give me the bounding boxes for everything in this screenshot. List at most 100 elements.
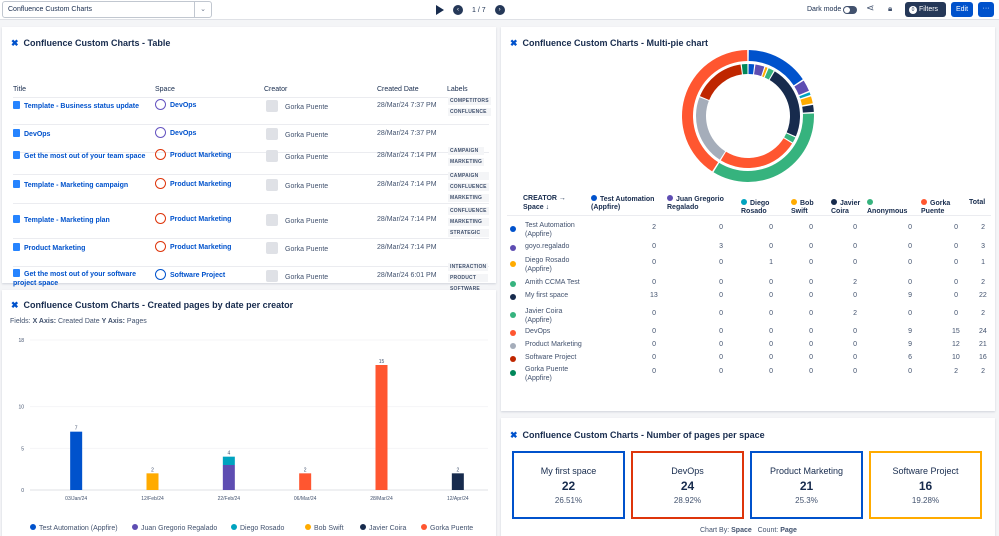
row-space-name[interactable]: Product Marketing bbox=[525, 341, 582, 348]
space-stat-card[interactable]: My first space 22 26.51% bbox=[512, 451, 625, 519]
row-title-link[interactable]: Template - Marketing campaign bbox=[13, 180, 148, 190]
share-icon[interactable]: ⋖ bbox=[866, 3, 875, 14]
row-space-link[interactable]: Product Marketing bbox=[155, 213, 231, 224]
row-creator[interactable]: Gorka Puente bbox=[266, 242, 328, 254]
row-title-link[interactable]: DevOps bbox=[13, 129, 148, 139]
label-badge[interactable]: CAMPAIGN bbox=[448, 147, 485, 155]
row-space-link[interactable]: Product Marketing bbox=[155, 149, 231, 160]
edit-button[interactable]: Edit bbox=[951, 2, 973, 17]
row-space-name[interactable]: My first space bbox=[525, 292, 569, 299]
pie-slice[interactable] bbox=[720, 138, 793, 168]
bar-segment[interactable] bbox=[451, 473, 464, 490]
row-title-link[interactable]: Template - Business status update bbox=[13, 101, 148, 111]
pie-slice[interactable] bbox=[696, 97, 726, 160]
pie-slice[interactable] bbox=[682, 50, 748, 172]
label-badge[interactable]: STRATEGIC bbox=[448, 229, 489, 237]
pie-slice[interactable] bbox=[799, 92, 811, 99]
row-space-name[interactable]: Test Automation (Appfire) bbox=[525, 222, 575, 238]
col-header-labels[interactable]: Labels bbox=[447, 86, 468, 93]
column-header[interactable]: Juan Gregorio Regalado bbox=[667, 195, 729, 212]
pie-slice[interactable] bbox=[699, 64, 742, 100]
row-space-name[interactable]: DevOps bbox=[525, 328, 551, 335]
label-badge[interactable]: MARKETING bbox=[448, 218, 489, 226]
filters-button[interactable]: 0 Filters bbox=[905, 2, 946, 17]
bar-segment[interactable] bbox=[299, 473, 312, 490]
column-header[interactable]: Bob Swift bbox=[791, 199, 831, 216]
pie-slice[interactable] bbox=[741, 64, 748, 75]
label-badge[interactable]: CAMPAIGN bbox=[448, 172, 489, 180]
row-space-name[interactable]: Amith CCMA Test bbox=[525, 279, 580, 286]
col-header-created-date[interactable]: Created Date bbox=[377, 86, 419, 93]
space-stat-card[interactable]: Product Marketing 21 25.3% bbox=[750, 451, 863, 519]
row-space-link[interactable]: DevOps bbox=[155, 127, 196, 138]
row-creator[interactable]: Gorka Puente bbox=[266, 179, 328, 191]
col-header-title[interactable]: Title bbox=[13, 86, 26, 93]
legend-item[interactable]: Gorka Puente bbox=[430, 525, 473, 532]
bar-segment[interactable] bbox=[375, 365, 388, 490]
pie-slice[interactable] bbox=[748, 64, 755, 75]
legend-item[interactable]: Diego Rosado bbox=[240, 525, 284, 532]
chevron-down-icon[interactable]: ⌄ bbox=[194, 2, 211, 17]
header-space[interactable]: Space ↓ bbox=[523, 204, 550, 211]
more-button[interactable]: ··· bbox=[978, 2, 994, 17]
row-space-link[interactable]: DevOps bbox=[155, 99, 196, 110]
label-badge[interactable]: CONFLUENCE bbox=[448, 183, 489, 191]
column-header[interactable]: Total bbox=[969, 199, 999, 207]
row-space-name[interactable]: goyo.regalado bbox=[525, 243, 570, 250]
row-space-name[interactable]: Diego Rosado (Appfire) bbox=[525, 257, 570, 273]
row-space-link[interactable]: Product Marketing bbox=[155, 178, 231, 189]
space-stat-card[interactable]: DevOps 24 28.92% bbox=[631, 451, 744, 519]
bar-segment[interactable] bbox=[222, 456, 235, 465]
pie-slice[interactable] bbox=[769, 71, 800, 137]
label-badge[interactable]: MARKETING bbox=[448, 194, 489, 202]
column-header[interactable]: Diego Rosado bbox=[741, 199, 781, 216]
lock-icon[interactable]: 🔒︎ bbox=[888, 4, 893, 13]
pie-slice[interactable] bbox=[748, 50, 803, 86]
pie-slice[interactable] bbox=[802, 104, 814, 113]
row-creator[interactable]: Gorka Puente bbox=[266, 100, 328, 112]
play-icon[interactable] bbox=[436, 5, 444, 15]
row-title-link[interactable]: Product Marketing bbox=[13, 243, 148, 253]
row-space-name[interactable]: Javier Coira (Appfire) bbox=[525, 308, 563, 324]
bar-segment[interactable] bbox=[222, 465, 235, 490]
col-header-creator[interactable]: Creator bbox=[264, 86, 288, 93]
pie-slice[interactable] bbox=[754, 64, 765, 77]
pie-slice[interactable] bbox=[713, 113, 814, 182]
row-creator[interactable]: Gorka Puente bbox=[266, 150, 328, 162]
pie-slice[interactable] bbox=[800, 96, 813, 106]
row-title-link[interactable]: Template - Marketing plan bbox=[13, 215, 148, 225]
label-badge[interactable]: CONFLUENCE bbox=[448, 108, 491, 116]
pie-slice[interactable] bbox=[794, 80, 809, 95]
legend-item[interactable]: Test Automation (Appfire) bbox=[39, 525, 118, 532]
prev-page-icon[interactable]: ‹ bbox=[453, 5, 463, 15]
row-title-link[interactable]: Get the most out of your team space bbox=[13, 151, 148, 161]
row-title-link[interactable]: Get the most out of your software projec… bbox=[13, 269, 148, 288]
column-header[interactable]: Javier Coira bbox=[831, 199, 871, 216]
label-badge[interactable]: SOFTWARE bbox=[448, 285, 489, 293]
row-space-link[interactable]: Product Marketing bbox=[155, 241, 231, 252]
next-page-icon[interactable]: › bbox=[494, 5, 505, 15]
label-badge[interactable]: MARKETING bbox=[448, 158, 485, 166]
row-creator[interactable]: Gorka Puente bbox=[266, 270, 328, 282]
col-header-space[interactable]: Space bbox=[155, 86, 175, 93]
dashboard-select[interactable]: Confluence Custom Charts ⌄ bbox=[2, 1, 212, 18]
column-header[interactable]: Test Automation (Appfire) bbox=[591, 195, 659, 212]
bar-segment[interactable] bbox=[70, 431, 83, 490]
legend-item[interactable]: Javier Coira bbox=[369, 525, 406, 532]
label-badge[interactable]: COMPETITORS bbox=[448, 97, 491, 105]
legend-item[interactable]: Bob Swift bbox=[314, 525, 344, 532]
column-header[interactable]: Gorka Puente bbox=[921, 199, 961, 216]
row-creator[interactable]: Gorka Puente bbox=[266, 128, 328, 140]
row-creator[interactable]: Gorka Puente bbox=[266, 214, 328, 226]
row-space-name[interactable]: Software Project bbox=[525, 354, 577, 361]
label-badge[interactable]: CONFLUENCE bbox=[448, 207, 489, 215]
pie-slice[interactable] bbox=[784, 133, 796, 143]
label-badge[interactable]: INTERACTION bbox=[448, 263, 489, 271]
legend-item[interactable]: Juan Gregorio Regalado bbox=[141, 525, 217, 532]
row-space-name[interactable]: Gorka Puente (Appfire) bbox=[525, 366, 569, 382]
label-badge[interactable]: PRODUCT bbox=[448, 274, 489, 282]
space-stat-card[interactable]: Software Project 16 19.28% bbox=[869, 451, 982, 519]
column-header[interactable]: Anonymous bbox=[867, 199, 907, 216]
row-space-link[interactable]: Software Project bbox=[155, 269, 225, 280]
pie-slice[interactable] bbox=[764, 68, 774, 80]
